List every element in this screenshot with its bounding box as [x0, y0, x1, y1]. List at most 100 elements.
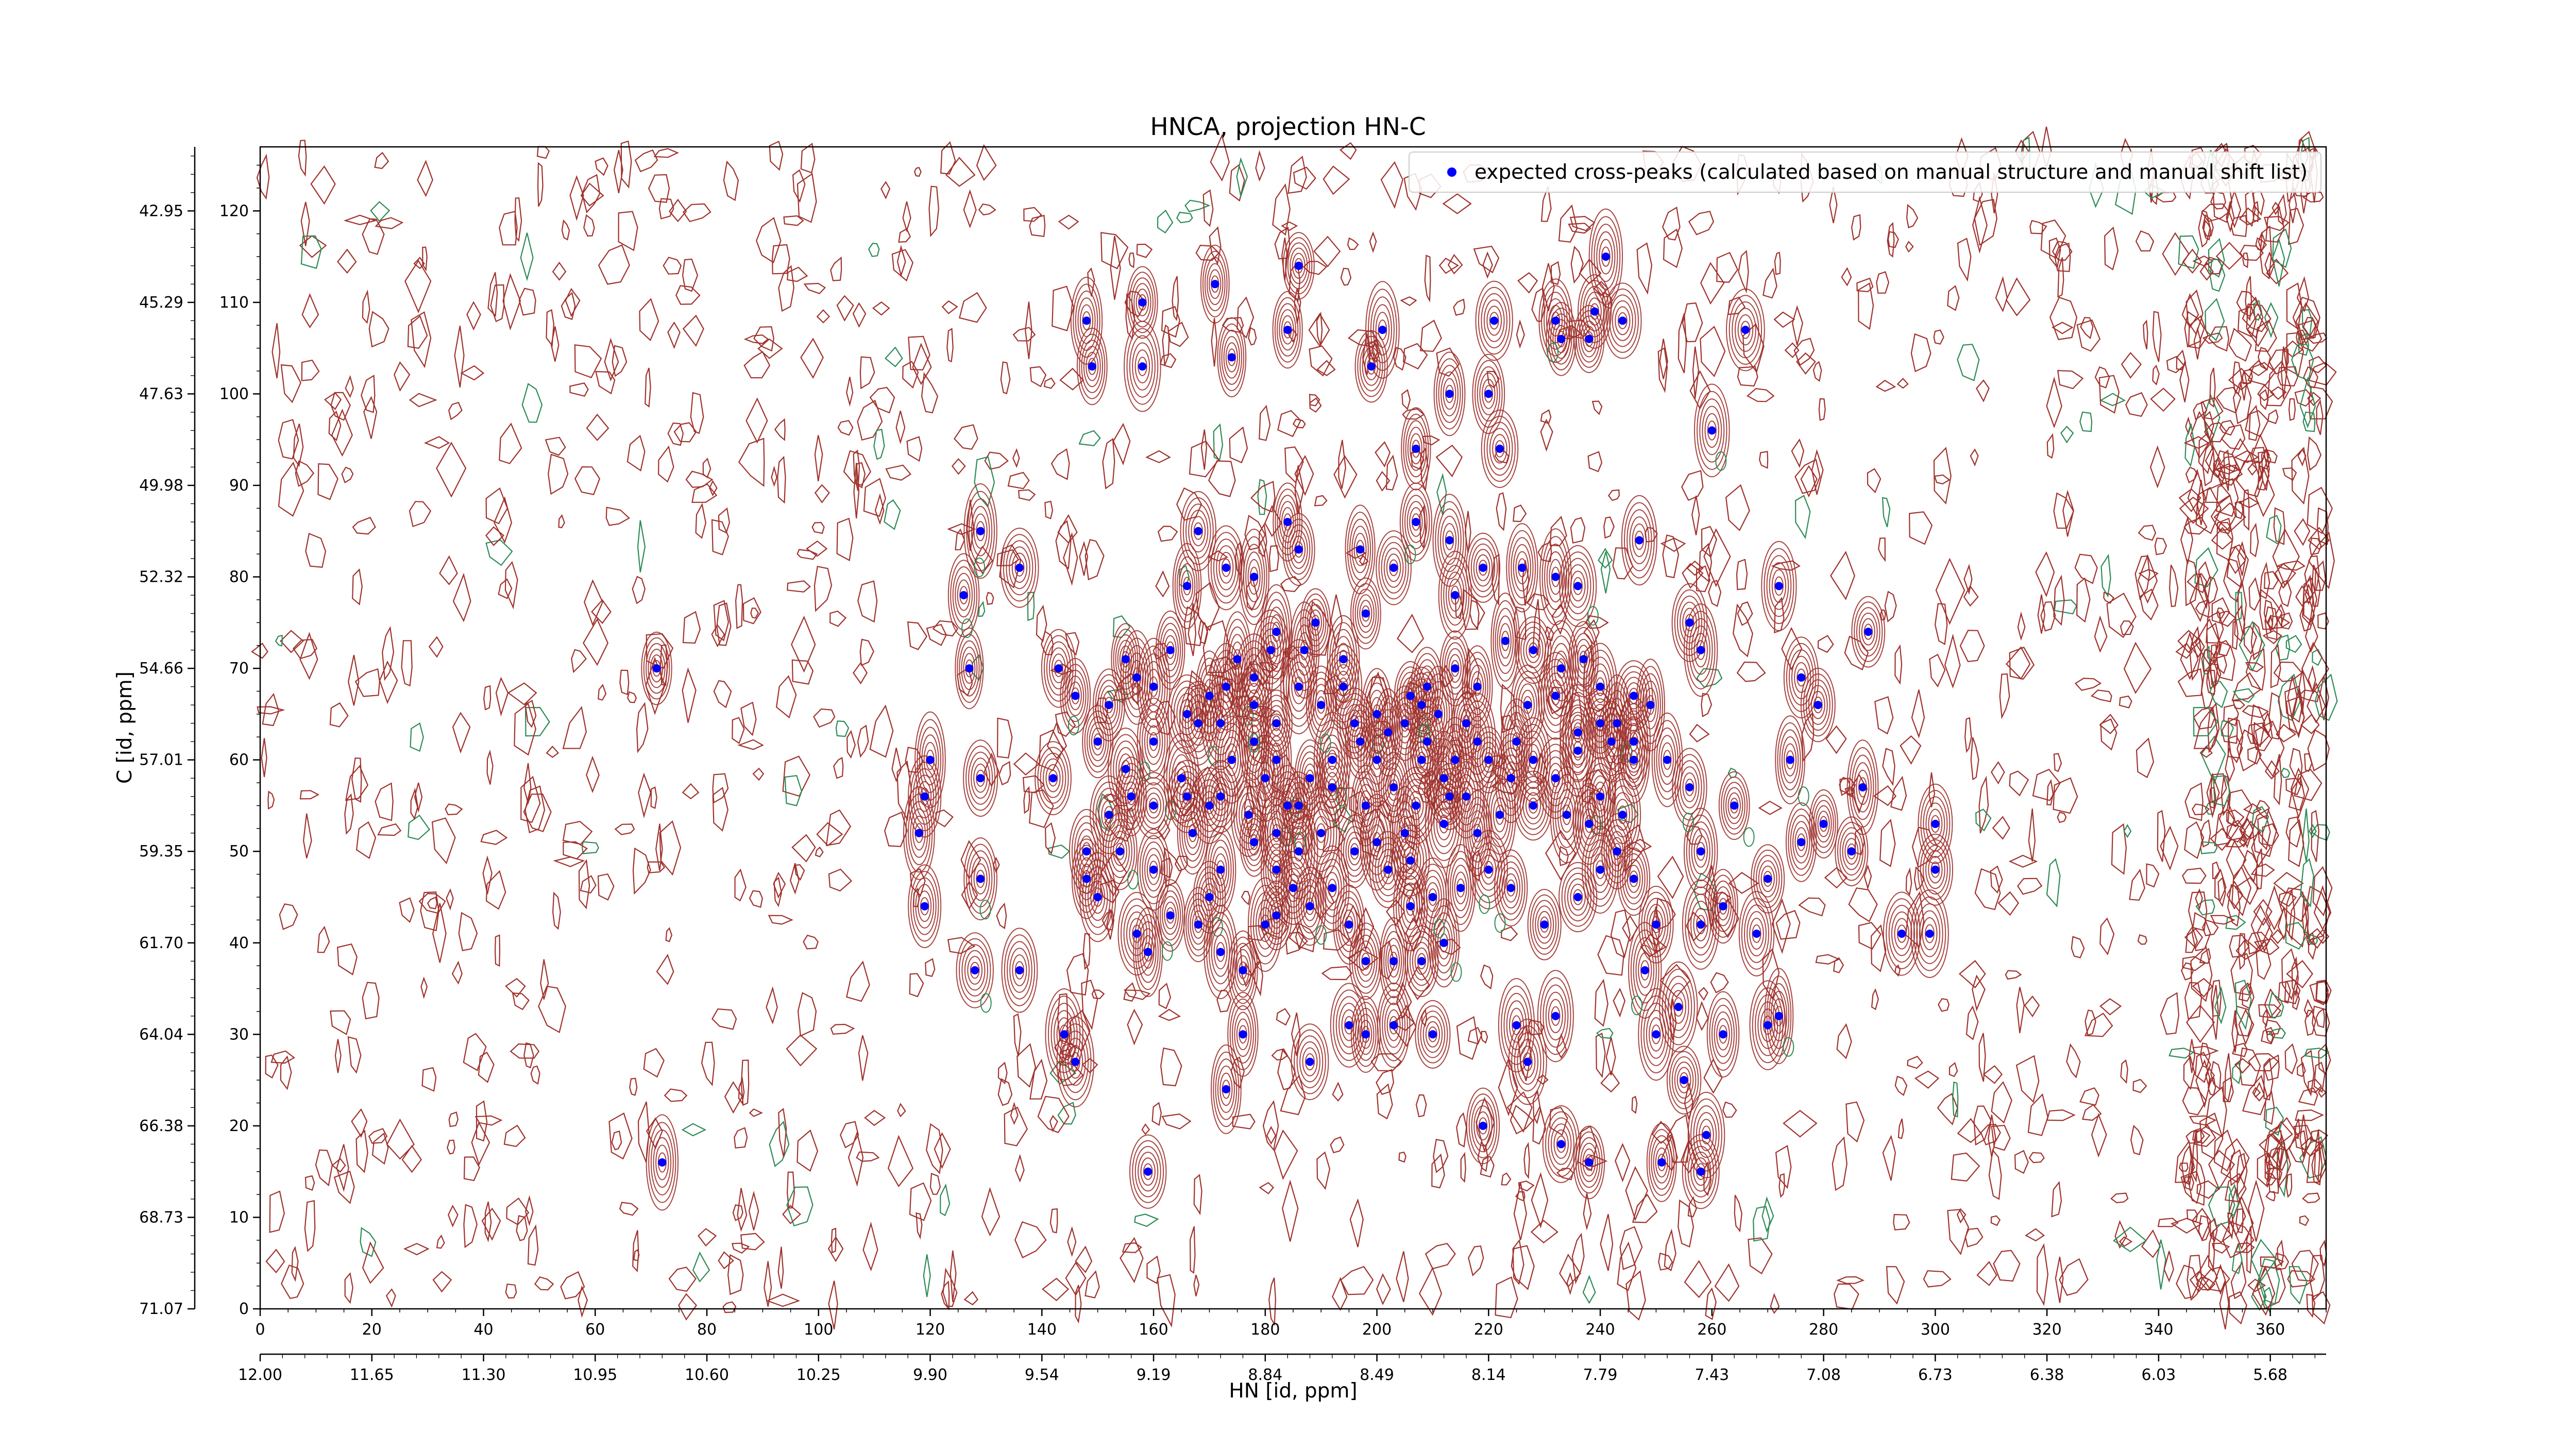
peak-contour-ring	[1544, 544, 1567, 610]
x2-tick-label: 10.95	[573, 1366, 617, 1384]
noise-contour	[2272, 528, 2300, 587]
peak-contour-ring	[1178, 563, 1196, 609]
peak-contour-ring	[1682, 608, 1697, 638]
peak-contour-ring	[1587, 297, 1602, 326]
noise-contour	[1145, 450, 1171, 463]
peak-marker	[1183, 792, 1192, 801]
noise-contour	[537, 162, 544, 207]
peak-contour-ring	[1718, 771, 1750, 840]
secondary-x-axis-ticks: 12.00 11.65 11.30 10.95 10.60 10.25 9.90 9.54 9.…	[238, 1354, 2315, 1384]
peak-contour-ring	[1210, 777, 1231, 816]
noise-contour	[2254, 466, 2275, 517]
noise-contour	[448, 401, 463, 420]
peak-contour-ring	[1472, 353, 1505, 434]
noise-contour	[1897, 1118, 1904, 1139]
peak-contour-ring	[1439, 630, 1471, 706]
noise-contour	[1972, 974, 1986, 1012]
peak-contour-ring	[964, 950, 986, 991]
noise-contour	[1990, 1215, 2001, 1226]
peak-contour-ring	[1208, 525, 1245, 611]
noise-contour	[371, 1132, 389, 1165]
noise-contour	[667, 422, 684, 446]
peak-marker	[1406, 692, 1415, 700]
noise-contour	[446, 888, 454, 911]
peak-contour-ring	[1696, 1112, 1717, 1158]
peak-contour-ring	[963, 483, 997, 579]
peak-contour-ring	[1392, 793, 1418, 873]
peak-contour-ring	[1366, 735, 1388, 785]
noise-contour	[1162, 324, 1170, 366]
noise-contour	[1957, 1118, 1982, 1143]
peak-contour-ring	[1643, 1002, 1669, 1066]
peak-marker	[1345, 920, 1353, 929]
noise-contour	[1517, 1023, 1532, 1082]
noise-contour	[2009, 770, 2029, 797]
peak-contour-ring	[646, 643, 668, 694]
noise-contour	[1682, 302, 1703, 343]
peak-contour-ring	[1084, 710, 1111, 773]
noise-contour	[1277, 410, 1301, 437]
y2-tick-label: 59.35	[139, 843, 183, 861]
peak-contour-ring	[1193, 522, 1204, 540]
negative-contour-ring	[1450, 962, 1462, 982]
peak-contour-ring	[1076, 829, 1097, 874]
peak-marker	[1707, 426, 1716, 435]
noise-contour	[2307, 332, 2328, 344]
peak-contour-ring	[1056, 1017, 1072, 1052]
noise-contour	[518, 288, 536, 316]
noise-contour	[2264, 760, 2280, 780]
peak-contour-ring	[1633, 937, 1657, 1004]
peak-marker	[1289, 884, 1297, 892]
peak-contour-ring	[1532, 900, 1557, 950]
noise-contour	[269, 1190, 285, 1233]
peak-contour-ring	[1455, 698, 1477, 749]
noise-contour	[361, 375, 376, 413]
peak-contour-ring	[1693, 1105, 1720, 1165]
peak-contour-ring	[1079, 333, 1106, 399]
y2-tick-label: 68.73	[139, 1208, 183, 1226]
peak-contour-ring	[1275, 488, 1300, 555]
peak-contour-ring	[1359, 790, 1372, 821]
peak-marker	[1294, 801, 1303, 810]
peak-contour-ring	[1520, 1046, 1536, 1078]
noise-contour	[2235, 592, 2243, 621]
peak-contour-ring	[1781, 736, 1799, 784]
peak-contour-ring	[1360, 794, 1394, 891]
noise-contour	[2071, 936, 2085, 958]
noise-contour	[1255, 150, 1265, 182]
x-axis-label: HN [id, ppm]	[1229, 1379, 1357, 1403]
noise-contour	[1292, 418, 1306, 429]
peak-contour-ring	[1617, 716, 1650, 804]
noise-contour	[2308, 665, 2316, 694]
noise-contour	[768, 915, 793, 925]
noise-contour	[2319, 1239, 2327, 1268]
noise-contour	[2025, 1228, 2045, 1242]
peak-marker	[1814, 701, 1822, 710]
noise-contour	[1153, 643, 1170, 660]
noise-contour	[331, 409, 353, 457]
peak-contour-ring	[650, 654, 664, 683]
peak-contour-ring	[1580, 1142, 1598, 1183]
peak-contour-ring	[1379, 989, 1408, 1062]
noise-contour	[611, 1130, 622, 1151]
noise-contour	[1970, 448, 1979, 467]
noise-contour	[612, 345, 628, 377]
peak-contour-ring	[1307, 604, 1325, 642]
noise-contour	[2052, 322, 2074, 334]
peak-contour-ring	[1646, 1009, 1667, 1059]
peak-contour-ring	[1714, 886, 1732, 926]
noise-contour	[833, 756, 844, 779]
noise-contour	[521, 383, 543, 423]
noise-contour	[902, 361, 919, 389]
noise-contour	[1947, 1209, 1969, 1255]
peak-contour-ring	[1359, 1020, 1372, 1049]
peak-marker	[1847, 847, 1856, 856]
negative-contour-ring	[1319, 733, 1331, 753]
noise-contour	[2234, 1058, 2251, 1074]
noise-contour	[2280, 887, 2310, 922]
noise-contour	[2090, 689, 2112, 702]
peak-contour-ring	[1506, 1000, 1527, 1050]
peak-contour-ring	[1775, 715, 1806, 804]
peak-contour-ring	[1465, 532, 1501, 603]
noise-contour	[872, 301, 890, 316]
